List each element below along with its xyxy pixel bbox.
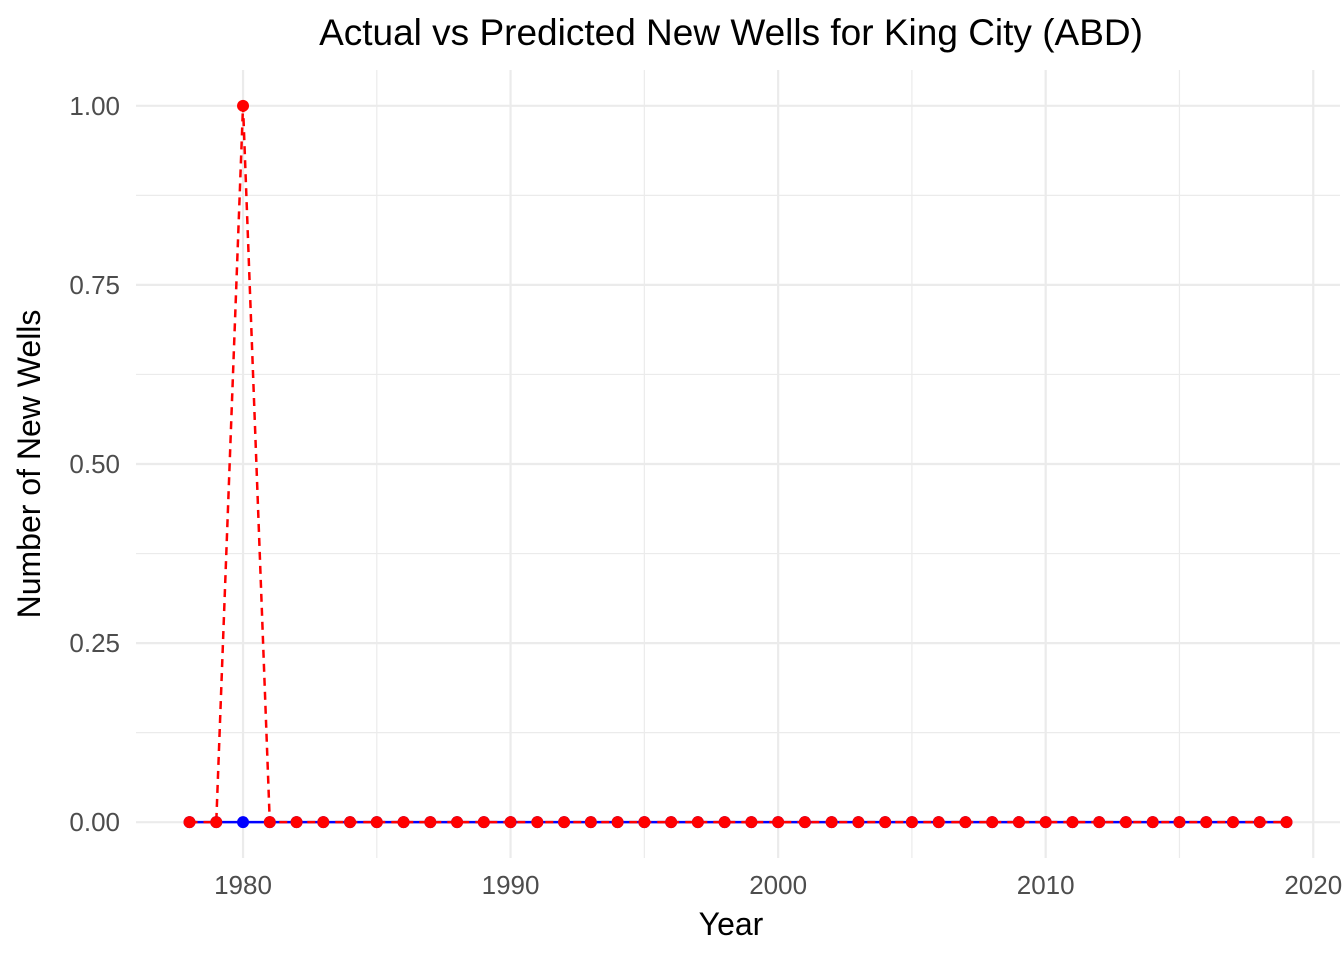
data-point — [451, 816, 464, 829]
data-point — [370, 816, 383, 829]
x-axis-ticks: 1980 1990 2000 2010 2020 — [214, 870, 1342, 900]
data-point — [745, 816, 758, 829]
data-point — [183, 816, 196, 829]
data-point — [290, 816, 303, 829]
data-point — [1119, 816, 1132, 829]
data-point — [558, 816, 571, 829]
data-point — [210, 816, 223, 829]
x-tick-label: 1980 — [214, 870, 272, 900]
data-point — [1146, 816, 1159, 829]
data-point — [665, 816, 678, 829]
data-point — [879, 816, 892, 829]
data-point — [852, 816, 865, 829]
x-tick-label: 1990 — [482, 870, 540, 900]
data-point — [1253, 816, 1266, 829]
y-tick-label: 1.00 — [69, 91, 120, 121]
data-point — [1173, 816, 1186, 829]
y-tick-label: 0.50 — [69, 449, 120, 479]
x-tick-label: 2020 — [1284, 870, 1342, 900]
data-point — [344, 816, 357, 829]
data-point — [798, 816, 811, 829]
data-point — [1200, 816, 1213, 829]
data-point — [237, 816, 250, 829]
data-point — [638, 816, 651, 829]
data-point — [317, 816, 330, 829]
minor-gridlines — [136, 70, 1340, 858]
major-gridlines — [136, 70, 1340, 858]
y-tick-label: 0.00 — [69, 807, 120, 837]
data-point — [691, 816, 704, 829]
y-axis-title: Number of New Wells — [11, 310, 47, 619]
x-tick-label: 2010 — [1017, 870, 1075, 900]
x-tick-label: 2000 — [749, 870, 807, 900]
data-point — [263, 816, 276, 829]
y-axis-ticks: 0.00 0.25 0.50 0.75 1.00 — [69, 91, 120, 837]
data-point — [1093, 816, 1106, 829]
data-point — [1066, 816, 1079, 829]
data-point — [718, 816, 731, 829]
x-axis-title: Year — [699, 906, 764, 942]
y-tick-label: 0.25 — [69, 628, 120, 658]
data-point — [1280, 816, 1293, 829]
data-point — [959, 816, 972, 829]
data-point — [584, 816, 597, 829]
data-point — [237, 99, 250, 112]
y-tick-label: 0.75 — [69, 270, 120, 300]
data-point — [772, 816, 785, 829]
data-point — [477, 816, 490, 829]
data-point — [397, 816, 410, 829]
data-point — [825, 816, 838, 829]
series-layer — [183, 99, 1293, 829]
data-point — [531, 816, 544, 829]
data-point — [1039, 816, 1052, 829]
data-point — [611, 816, 624, 829]
chart-title: Actual vs Predicted New Wells for King C… — [319, 12, 1143, 53]
data-point — [1012, 816, 1025, 829]
data-point — [905, 816, 918, 829]
data-point — [986, 816, 999, 829]
data-point — [424, 816, 437, 829]
data-point — [504, 816, 517, 829]
data-point — [1226, 816, 1239, 829]
data-point — [932, 816, 945, 829]
